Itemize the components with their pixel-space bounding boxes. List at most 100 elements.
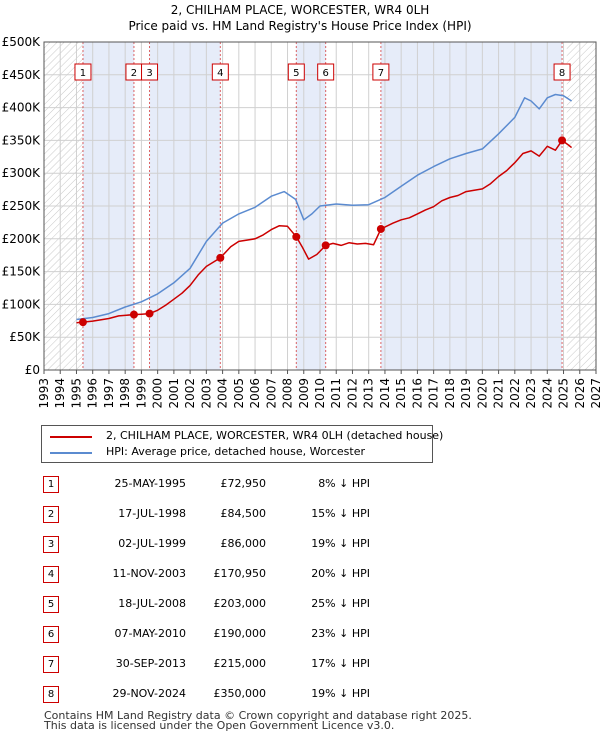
series-lines: [76, 93, 573, 324]
x-tick-label: 2021: [492, 378, 506, 409]
x-tick-label: 2019: [459, 378, 473, 409]
property-price-line: [76, 139, 573, 324]
sale-price: £350,000: [213, 687, 267, 700]
table-row: 1 25-MAY-1995 £72,950 8% ↓ HPI: [0, 468, 600, 498]
x-tick-label: 2015: [394, 378, 408, 409]
sale-date: 25-MAY-1995: [114, 477, 186, 490]
sale-price: £170,950: [213, 567, 267, 580]
y-tick-label: £100K: [2, 297, 42, 311]
sale-price: £86,000: [220, 537, 267, 550]
x-tick-label: 2005: [232, 378, 246, 409]
y-tick-label: £250K: [2, 199, 42, 213]
x-tick-label: 2018: [443, 378, 457, 409]
chart-title: 2, CHILHAM PLACE, WORCESTER, WR4 0LH: [171, 3, 430, 17]
sale-label: 6: [322, 68, 328, 79]
sale-vlines: [82, 42, 563, 370]
sale-date: 18-JUL-2008: [118, 597, 186, 610]
legend-swatch-property: [50, 436, 92, 438]
legend-label-hpi: HPI: Average price, detached house, Worc…: [106, 445, 366, 458]
sale-label: 8: [559, 68, 565, 79]
sale-label: 7: [378, 68, 384, 79]
sale-markers: [78, 136, 567, 327]
sale-hpi-diff: 8% ↓ HPI: [318, 477, 370, 490]
sale-label: 5: [293, 68, 299, 79]
sale-label-box: [211, 63, 229, 81]
x-tick-label: 2001: [167, 378, 181, 409]
sale-marker: [129, 310, 138, 319]
footer: Contains HM Land Registry data © Crown c…: [44, 709, 472, 731]
x-tick-label: 2003: [199, 378, 213, 409]
sale-label-box: [287, 63, 305, 81]
sale-marker: [558, 136, 567, 145]
x-tick-label: 2023: [524, 378, 538, 409]
sale-date: 02-JUL-1999: [118, 537, 186, 550]
sale-marker: [145, 309, 154, 318]
x-tick-label: 2024: [540, 378, 554, 409]
sale-number-badge: 8: [43, 686, 59, 703]
table-row: 5 18-JUL-2008 £203,000 25% ↓ HPI: [0, 588, 600, 618]
sale-price: £190,000: [213, 627, 267, 640]
y-tick-label: £0: [25, 363, 40, 377]
x-tick-label: 2007: [264, 378, 278, 409]
sale-hpi-diff: 19% ↓ HPI: [311, 537, 370, 550]
x-tick-label: 2026: [573, 378, 587, 409]
sale-number-badge: 4: [43, 566, 59, 583]
sale-hpi-diff: 19% ↓ HPI: [311, 687, 370, 700]
x-tick-label: 2016: [410, 378, 424, 409]
sale-marker: [216, 253, 225, 262]
table-row: 8 29-NOV-2024 £350,000 19% ↓ HPI: [0, 678, 600, 708]
x-tick-label: 2017: [427, 378, 441, 409]
sale-price: £84,500: [220, 507, 267, 520]
x-tick-label: 1997: [102, 378, 116, 409]
sale-marker: [78, 318, 87, 327]
y-tick-label: £50K: [9, 330, 41, 344]
hpi-line: [76, 93, 573, 321]
axes: £0 £50K £100K £150K £200K £250K £300K £350K £400…: [2, 35, 600, 409]
table-row: 4 11-NOV-2003 £170,950 20% ↓ HPI: [0, 558, 600, 588]
chart-subtitle: Price paid vs. HM Land Registry's House …: [128, 19, 471, 33]
table-row: 3 02-JUL-1999 £86,000 19% ↓ HPI: [0, 528, 600, 558]
y-tick-label: £350K: [2, 133, 42, 147]
sale-hpi-diff: 15% ↓ HPI: [311, 507, 370, 520]
legend: 2, CHILHAM PLACE, WORCESTER, WR4 0LH (de…: [41, 425, 443, 463]
sale-date: 29-NOV-2024: [112, 687, 186, 700]
x-tick-label: 2027: [589, 378, 600, 409]
x-tick-label: 2002: [183, 378, 197, 409]
sale-date: 30-SEP-2013: [115, 657, 186, 670]
x-tick-label: 2013: [362, 378, 376, 409]
sale-number-badge: 3: [43, 536, 59, 553]
sale-hpi-diff: 25% ↓ HPI: [311, 597, 370, 610]
x-tick-label: 2020: [475, 378, 489, 409]
sale-hpi-diff: 20% ↓ HPI: [311, 567, 370, 580]
x-tick-label: 1994: [53, 378, 67, 409]
footer-line-1: Contains HM Land Registry data © Crown c…: [44, 709, 472, 722]
price-chart: 2, CHILHAM PLACE, WORCESTER, WR4 0LH Pri…: [2, 3, 600, 409]
sale-marker: [321, 241, 330, 250]
y-tick-label: £450K: [2, 68, 42, 82]
sale-number-badge: 6: [43, 626, 59, 643]
sale-number-badge: 2: [43, 506, 59, 523]
x-tick-label: 2014: [378, 378, 392, 409]
x-tick-label: 2009: [297, 378, 311, 409]
x-tick-label: 1995: [69, 378, 83, 409]
x-tick-label: 2011: [329, 378, 343, 409]
sale-number-badge: 5: [43, 596, 59, 613]
x-tick-label: 2025: [557, 378, 571, 409]
x-tick-label: 2000: [151, 378, 165, 409]
sale-marker: [376, 224, 385, 233]
x-tick-label: 2022: [508, 378, 522, 409]
sale-number-badge: 7: [43, 656, 59, 673]
x-tick-label: 1999: [134, 378, 148, 409]
sale-label-box: [372, 63, 390, 81]
sale-date: 11-NOV-2003: [112, 567, 186, 580]
table-row: 7 30-SEP-2013 £215,000 17% ↓ HPI: [0, 648, 600, 678]
sale-label: 1: [80, 68, 86, 79]
sale-label-box: [141, 63, 159, 81]
x-tick-label: 1996: [86, 378, 100, 409]
y-tick-label: £500K: [2, 35, 42, 49]
sale-label: 2: [131, 68, 137, 79]
x-tick-label: 2010: [313, 378, 327, 409]
y-tick-label: £200K: [2, 232, 42, 246]
sale-date: 07-MAY-2010: [114, 627, 186, 640]
